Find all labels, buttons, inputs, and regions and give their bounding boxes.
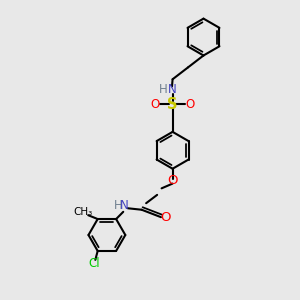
Text: O: O <box>186 98 195 111</box>
Text: S: S <box>167 97 178 112</box>
Text: H: H <box>113 200 122 212</box>
Text: Cl: Cl <box>88 257 100 270</box>
Text: H: H <box>159 83 167 96</box>
Text: CH₃: CH₃ <box>73 207 92 217</box>
Text: O: O <box>160 211 171 224</box>
Text: N: N <box>120 200 129 212</box>
Text: O: O <box>167 173 178 187</box>
Text: N: N <box>168 83 177 96</box>
Text: O: O <box>150 98 159 111</box>
